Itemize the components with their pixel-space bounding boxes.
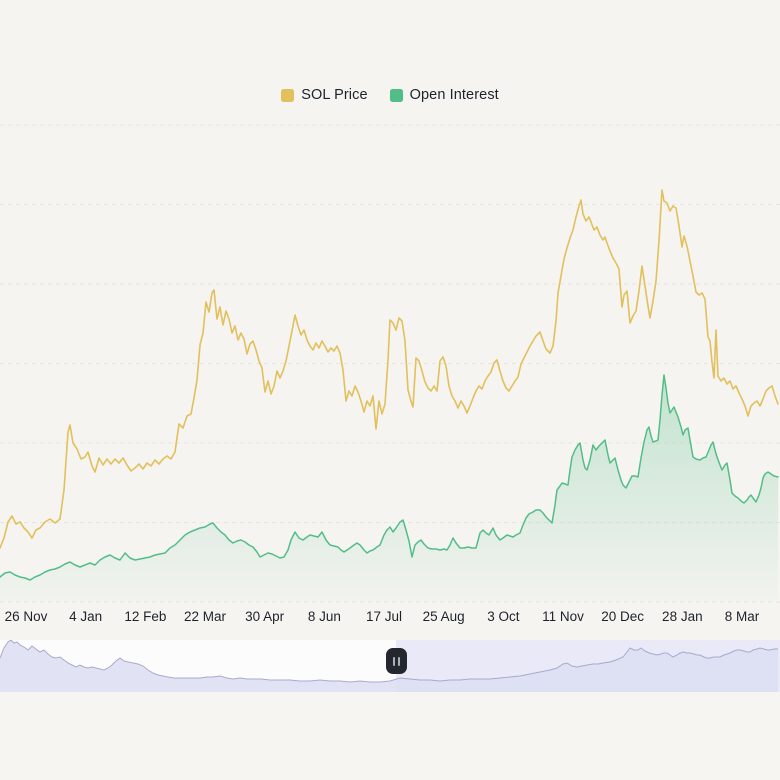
x-tick-label: 12 Feb (124, 609, 167, 624)
series-lines (0, 189, 779, 602)
x-tick-label: 25 Aug (422, 609, 465, 624)
x-tick-label: 8 Mar (724, 609, 760, 624)
x-tick-label: 28 Jan (662, 609, 703, 624)
legend-item-open-interest[interactable]: Open Interest (389, 87, 499, 103)
x-tick-label: 30 Apr (245, 609, 285, 624)
open-interest-swatch-icon (389, 88, 403, 102)
x-tick-label: 22 Mar (183, 609, 227, 624)
legend-item-sol-price[interactable]: SOL Price (281, 87, 368, 103)
bottom-gutter (0, 692, 780, 780)
x-tick-label: 4 Jan (69, 609, 103, 624)
x-tick-label: 17 Jul (365, 609, 403, 624)
pause-icon (393, 656, 395, 666)
x-tick-label: 11 Nov (542, 609, 584, 624)
legend-label-open-interest: Open Interest (409, 87, 499, 103)
x-tick-label: 8 Jun (307, 609, 341, 624)
sol-price-swatch-icon (281, 88, 295, 102)
x-tick-label: 3 Oct (487, 609, 520, 624)
navigator-overview-chart (0, 640, 778, 692)
navigator-handle[interactable] (386, 648, 407, 674)
legend-label-sol-price: SOL Price (301, 87, 368, 103)
x-axis: 26 Nov 4 Jan 12 Feb 22 Mar 30 Apr 8 Jun 17 Jul… (0, 609, 780, 629)
chart-legend: SOL Price Open Interest (0, 87, 780, 103)
x-tick-label: 26 Nov (4, 609, 48, 624)
x-tick-label: 20 Dec (601, 609, 645, 624)
timeline-navigator[interactable] (0, 640, 780, 692)
pause-icon (398, 656, 400, 666)
